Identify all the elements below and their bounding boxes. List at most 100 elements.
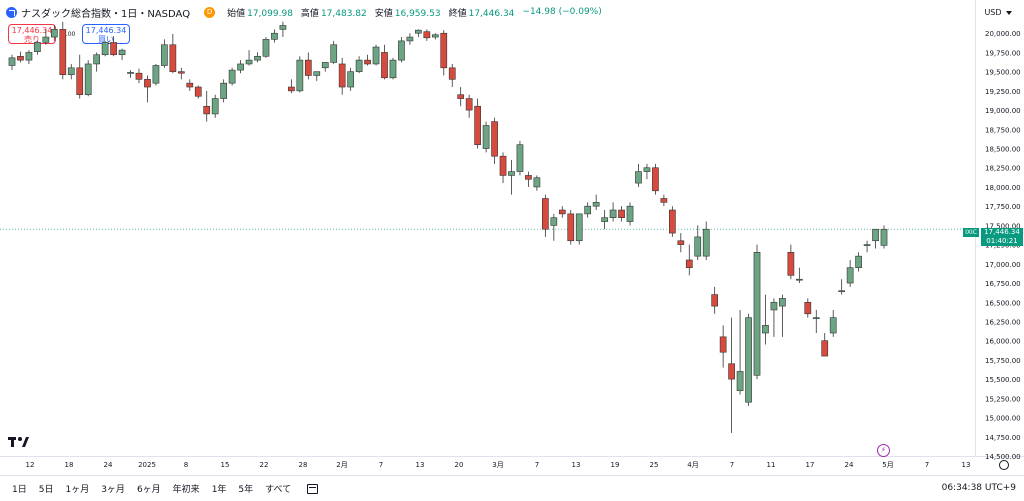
candle-body [508,171,515,176]
candle-body [144,79,151,88]
candle-body [745,317,752,403]
x-tick-label: 3月 [492,461,503,469]
buy-button[interactable]: 17,446.34 買い [82,24,130,44]
candle-body [812,317,820,319]
y-tick-label: 18,500.00 [985,146,1021,154]
x-tick-label: 4月 [687,461,698,469]
sell-label: 売り [24,35,40,44]
candle-body [34,42,41,52]
candle-body [787,251,795,276]
candle-body [660,198,668,203]
gear-icon[interactable] [999,460,1009,470]
y-tick-label: 15,500.00 [985,376,1021,384]
candle-body [67,67,75,76]
candle-body [821,340,829,357]
candle-body [728,363,735,380]
range-1y[interactable]: 1年 [211,485,227,495]
x-tick-label: 7 [925,461,929,469]
candle-body [203,105,211,115]
y-tick-label: 16,000.00 [985,338,1021,346]
symbol-title[interactable]: ナスダック総合指数・1日・NASDAQ [21,8,191,20]
y-tick-label: 19,750.00 [985,49,1021,57]
candle-body [271,32,278,40]
x-tick-label: 25 [650,461,659,469]
x-tick-label: 28 [299,461,308,469]
range-ytd[interactable]: 年初来 [172,485,200,495]
range-3m[interactable]: 3ヶ月 [101,485,125,495]
candle-body [245,59,253,65]
candle-body [288,86,295,92]
x-tick-label: 11 [767,461,776,469]
candle-body [118,49,126,56]
candle-body [101,42,109,56]
time-axis-divider [0,456,1024,457]
chart-header: ナスダック総合指数・1日・NASDAQ D 始値 17,099.98 高値 17,4… [0,0,975,24]
x-tick-label: 13 [962,461,971,469]
candle-body [482,125,490,149]
candle-body [575,213,583,242]
lightning-icon[interactable]: ⚡ [877,444,890,457]
candle-body [626,205,634,222]
range-6m[interactable]: 6ヶ月 [136,485,161,495]
candle-body [736,371,744,391]
tradingview-logo-icon[interactable] [8,436,30,448]
candle-body [364,59,371,65]
sell-price: 17,446.34 [11,26,53,35]
candle-body [304,59,312,76]
candle-body [516,144,524,172]
candle-body [694,236,702,257]
currency-selector[interactable]: USD [980,6,1012,20]
change-value: −14.98 (−0.09%) [522,7,602,17]
low-value: 安値 16,959.53 [374,8,441,19]
clock-label[interactable]: 06:34:38 UTC+9 [941,483,1016,493]
candlestick-chart[interactable]: 20,000.00 19,750.00 19,500.00 19,250.00 19,0… [0,0,1024,476]
y-tick-label: 14,750.00 [985,434,1021,442]
candle-body [550,217,558,226]
candle-body [685,259,693,268]
buy-price: 17,446.34 [85,26,127,35]
candle-body [669,209,676,234]
x-tick-label: 18 [65,461,74,469]
candle-body [169,44,177,72]
candle-body [880,228,888,246]
candle-body [618,209,625,219]
x-tick-label: 8 [184,461,188,469]
calendar-icon[interactable] [307,483,319,494]
candle-body [542,198,549,230]
range-1d[interactable]: 1日 [12,485,27,495]
candle-body [110,42,117,56]
candle-body [76,67,84,96]
candle-body [50,29,58,38]
y-tick-label: 18,000.00 [985,184,1021,192]
candle-body [220,82,227,99]
y-tick-label: 16,250.00 [985,318,1021,326]
candle-body [440,32,448,69]
range-5d[interactable]: 5日 [38,485,54,495]
range-all[interactable]: すべて [265,485,292,495]
symbol-tag: IXIC [963,228,979,237]
candle-body [465,98,473,111]
data-status-badge[interactable]: D [204,6,216,18]
candle-body [677,240,685,245]
candle-body [448,67,456,80]
candle-body [474,105,481,145]
candle-body [423,31,431,39]
x-tick-label: 7 [535,461,539,469]
candle-body [567,213,575,242]
candle-body [762,325,769,334]
candle-body [42,36,50,43]
candle-body [186,82,194,88]
y-tick-label: 17,500.00 [985,222,1021,230]
candle-body [338,63,346,88]
current-price-box: 17,446.34 01:40:21 [981,228,1023,246]
bottom-divider [0,475,1024,476]
candle-body [846,267,854,284]
y-tick-label: 14,500.00 [985,453,1021,461]
y-tick-label: 16,750.00 [985,280,1021,288]
candle-body [499,155,507,176]
range-1m[interactable]: 1ヶ月 [65,485,90,495]
range-5y[interactable]: 5年 [238,485,254,495]
y-tick-label: 18,250.00 [985,165,1021,173]
y-tick-label: 15,750.00 [985,357,1021,365]
x-tick-label: 22 [260,461,269,469]
